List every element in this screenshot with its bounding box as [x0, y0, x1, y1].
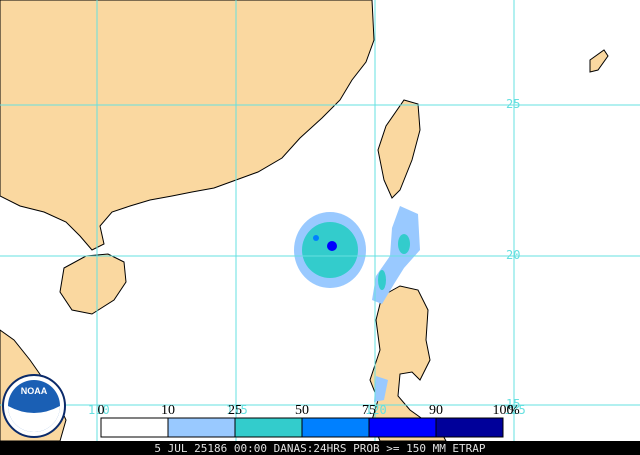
luzon [369, 285, 447, 442]
mainland [0, 0, 375, 251]
lat-label: 15 [506, 397, 520, 411]
logo-text: NOAA [21, 386, 48, 396]
legend-tick-label: 50 [295, 403, 309, 418]
legend-swatch [167, 417, 236, 438]
legend-swatch [368, 417, 437, 438]
lat-label: 20 [506, 248, 520, 262]
rain-area [294, 206, 420, 402]
lon-label: 115 [226, 403, 248, 417]
taiwan [377, 99, 421, 199]
legend-tick-label: 25 [228, 403, 242, 418]
islet [589, 49, 609, 73]
legend-swatch [435, 417, 504, 438]
legend-tick-label: 75 [362, 403, 376, 418]
legend-unit: % [508, 403, 520, 418]
legend-tick-label: 10 [161, 403, 175, 418]
lon-label: 125 [504, 403, 526, 417]
legend-swatch [301, 417, 370, 438]
legend-swatch [100, 417, 169, 438]
legend-tick-label: 100 [493, 403, 514, 418]
legend: 0 10 25 50 75 90 100% [98, 403, 520, 438]
title-bar [0, 441, 640, 455]
legend-tick-label: 90 [429, 403, 443, 418]
noaa-logo: NOAA [2, 374, 66, 438]
graticule [0, 0, 640, 441]
legend-tick-label: 0 [98, 403, 105, 418]
title: 5 JUL 25186 00:00 DANAS:24HRS PROB >= 15… [154, 442, 486, 455]
lon-label: 110 [88, 403, 110, 417]
lat-label: 25 [506, 97, 520, 111]
legend-swatch [234, 417, 303, 438]
lon-label: 120 [365, 403, 387, 417]
